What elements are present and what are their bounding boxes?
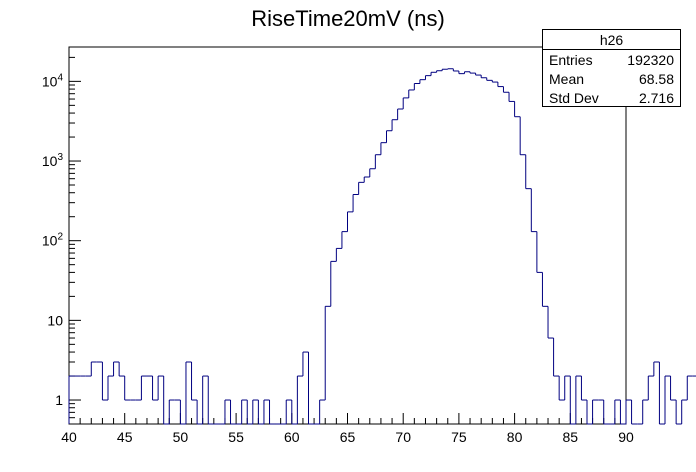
stats-row-mean: Mean 68.58: [543, 69, 680, 88]
y-tick-label: 102: [42, 232, 64, 249]
x-tick-label: 55: [228, 429, 244, 445]
x-tick-label: 80: [507, 429, 523, 445]
stats-value: 2.716: [638, 90, 674, 106]
histogram-bars: [68, 68, 696, 425]
x-tick-label: 60: [284, 429, 300, 445]
x-tick-label: 40: [61, 429, 77, 445]
stats-label: Std Dev: [549, 90, 599, 106]
x-tick-label: 50: [173, 429, 189, 445]
x-tick-label: 70: [395, 429, 411, 445]
stats-row-entries: Entries 192320: [543, 50, 680, 69]
stats-name: h26: [543, 30, 680, 50]
x-tick-label: 90: [618, 429, 634, 445]
y-tick-label: 104: [42, 72, 64, 89]
stats-box: h26 Entries 192320 Mean 68.58 Std Dev 2.…: [542, 29, 681, 107]
x-tick-label: 45: [117, 429, 133, 445]
y-tick-label: 10: [47, 312, 63, 328]
x-tick-label: 75: [451, 429, 467, 445]
stats-label: Entries: [549, 52, 593, 68]
stats-row-stddev: Std Dev 2.716: [543, 88, 680, 107]
stats-value: 192320: [627, 52, 674, 68]
stats-label: Mean: [549, 71, 585, 87]
chart-title: RiseTime20mV (ns): [251, 6, 445, 31]
x-tick-label: 65: [340, 429, 356, 445]
stats-value: 68.58: [638, 71, 674, 87]
y-tick-label: 103: [42, 152, 64, 169]
y-tick-label: 1: [55, 392, 63, 408]
x-tick-label: 85: [563, 429, 579, 445]
